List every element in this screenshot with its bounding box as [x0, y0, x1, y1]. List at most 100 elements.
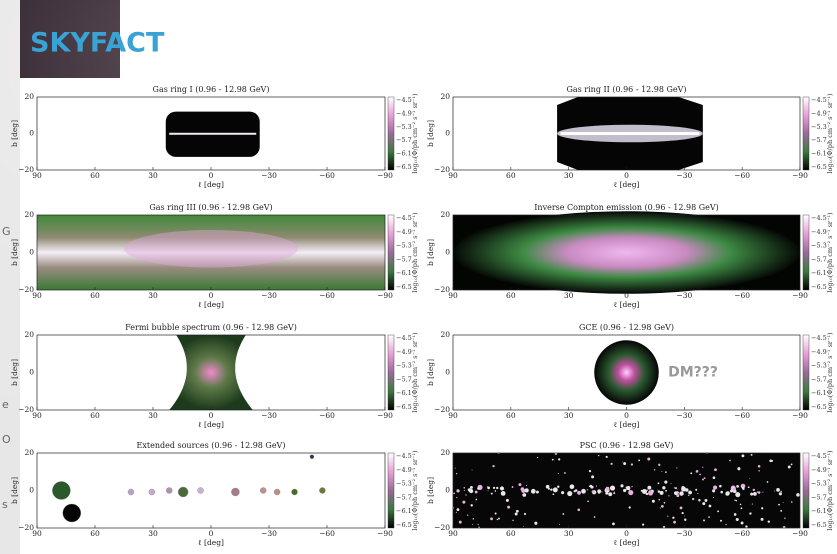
y-axis-label: b [deg] [10, 359, 19, 386]
point-source [698, 499, 700, 501]
y-tick-label: −20 [18, 285, 34, 294]
x-tick-label: −90 [792, 411, 808, 420]
x-tick-label: −60 [734, 291, 750, 300]
x-tick-label: 30 [148, 529, 158, 538]
colorbar-tick-label: −4.5 [396, 452, 412, 460]
colorbar-tick-label: −4.9 [811, 228, 827, 236]
point-source [681, 486, 684, 489]
point-source [534, 522, 537, 525]
point-source [679, 491, 683, 495]
colorbar [388, 97, 394, 170]
cropped-text: e [2, 398, 9, 411]
colorbar-tick-label: −5.7 [811, 136, 827, 144]
colorbar-tick-label: −6.1 [396, 150, 412, 158]
y-tick-label: 20 [440, 92, 450, 101]
colorbar-tick-label: −6.5 [811, 521, 827, 529]
panel-title: Extended sources (0.96 - 12.98 GeV) [137, 441, 286, 450]
point-source [577, 491, 581, 495]
point-source [531, 489, 536, 494]
colorbar-label: log₁₀(Φ/ph cm⁻² s⁻¹ sr⁻¹) [826, 93, 834, 174]
extended-source [231, 488, 239, 496]
point-source [496, 487, 498, 489]
colorbar-label: log₁₀(Φ/ph cm⁻² s⁻¹ sr⁻¹) [826, 450, 834, 531]
point-source [713, 497, 714, 498]
point-source [521, 487, 525, 491]
point-source [594, 516, 596, 518]
point-source [606, 487, 610, 491]
extended-source [128, 489, 134, 495]
colorbar [803, 453, 809, 528]
colorbar-tick-label: −6.5 [396, 521, 412, 529]
point-source [612, 522, 615, 525]
colorbar-tick-label: −6.1 [811, 269, 827, 277]
point-source [702, 502, 705, 505]
point-source [507, 506, 510, 509]
x-tick-label: 0 [624, 411, 629, 420]
point-source [783, 502, 784, 503]
point-source [682, 490, 683, 491]
point-source [713, 476, 716, 479]
point-source [598, 455, 599, 456]
extended-source [198, 488, 204, 494]
point-source [736, 518, 739, 521]
point-source [506, 499, 509, 502]
point-source [703, 519, 705, 521]
y-axis-label: b [deg] [10, 120, 19, 147]
colorbar-tick-label: −5.7 [811, 375, 827, 383]
point-source [658, 464, 660, 466]
y-tick-label: 0 [29, 248, 34, 257]
cropped-text: G [2, 225, 11, 238]
point-source [537, 491, 539, 493]
colorbar-label: log₁₀(Φ/ph cm⁻² s⁻¹ sr⁻¹) [826, 212, 834, 293]
x-tick-label: 30 [564, 529, 574, 538]
point-source [751, 454, 753, 456]
colorbar-tick-label: −5.3 [396, 123, 412, 131]
point-source [774, 491, 775, 492]
colorbar [388, 453, 394, 528]
panel-title: PSC (0.96 - 12.98 GeV) [580, 441, 674, 450]
x-tick-label: −60 [734, 411, 750, 420]
extended-source [274, 489, 280, 495]
point-source [581, 489, 586, 494]
left-strip [0, 0, 20, 554]
point-source [457, 508, 460, 511]
point-source [555, 452, 558, 455]
point-source [714, 468, 717, 471]
point-source [658, 499, 660, 501]
colorbar [803, 215, 809, 290]
point-source [713, 485, 717, 489]
x-tick-label: 60 [90, 411, 100, 420]
point-source [455, 468, 456, 469]
point-source [658, 482, 660, 484]
y-tick-label: 0 [29, 129, 34, 138]
y-tick-label: 0 [29, 486, 34, 495]
y-tick-label: 20 [24, 448, 34, 457]
point-source [709, 505, 712, 508]
point-source [553, 487, 558, 492]
point-source [559, 524, 560, 525]
galactic-band [169, 133, 256, 135]
point-source [518, 483, 521, 486]
point-source [697, 493, 698, 494]
point-source [490, 517, 493, 520]
point-source [702, 467, 703, 468]
colorbar-tick-label: −6.1 [811, 150, 827, 158]
point-source [741, 522, 744, 525]
colorbar-tick-label: −4.9 [396, 348, 412, 356]
colorbar-tick-label: −4.5 [396, 96, 412, 104]
colorbar-label: log₁₀(Φ/ph cm⁻² s⁻¹ sr⁻¹) [411, 450, 419, 531]
point-source [475, 491, 478, 494]
point-source [623, 489, 626, 492]
point-source [473, 518, 474, 519]
point-source [468, 488, 471, 491]
x-tick-label: −60 [319, 529, 335, 538]
point-source [493, 487, 495, 489]
point-source [623, 462, 626, 465]
x-tick-label: 60 [90, 171, 100, 180]
point-source [664, 481, 667, 484]
x-tick-label: −90 [377, 411, 393, 420]
colorbar-tick-label: −4.5 [811, 214, 827, 222]
point-source [596, 485, 597, 486]
colorbar-label: log₁₀(Φ/ph cm⁻² s⁻¹ sr⁻¹) [411, 93, 419, 174]
colorbar-tick-label: −4.9 [811, 109, 827, 117]
